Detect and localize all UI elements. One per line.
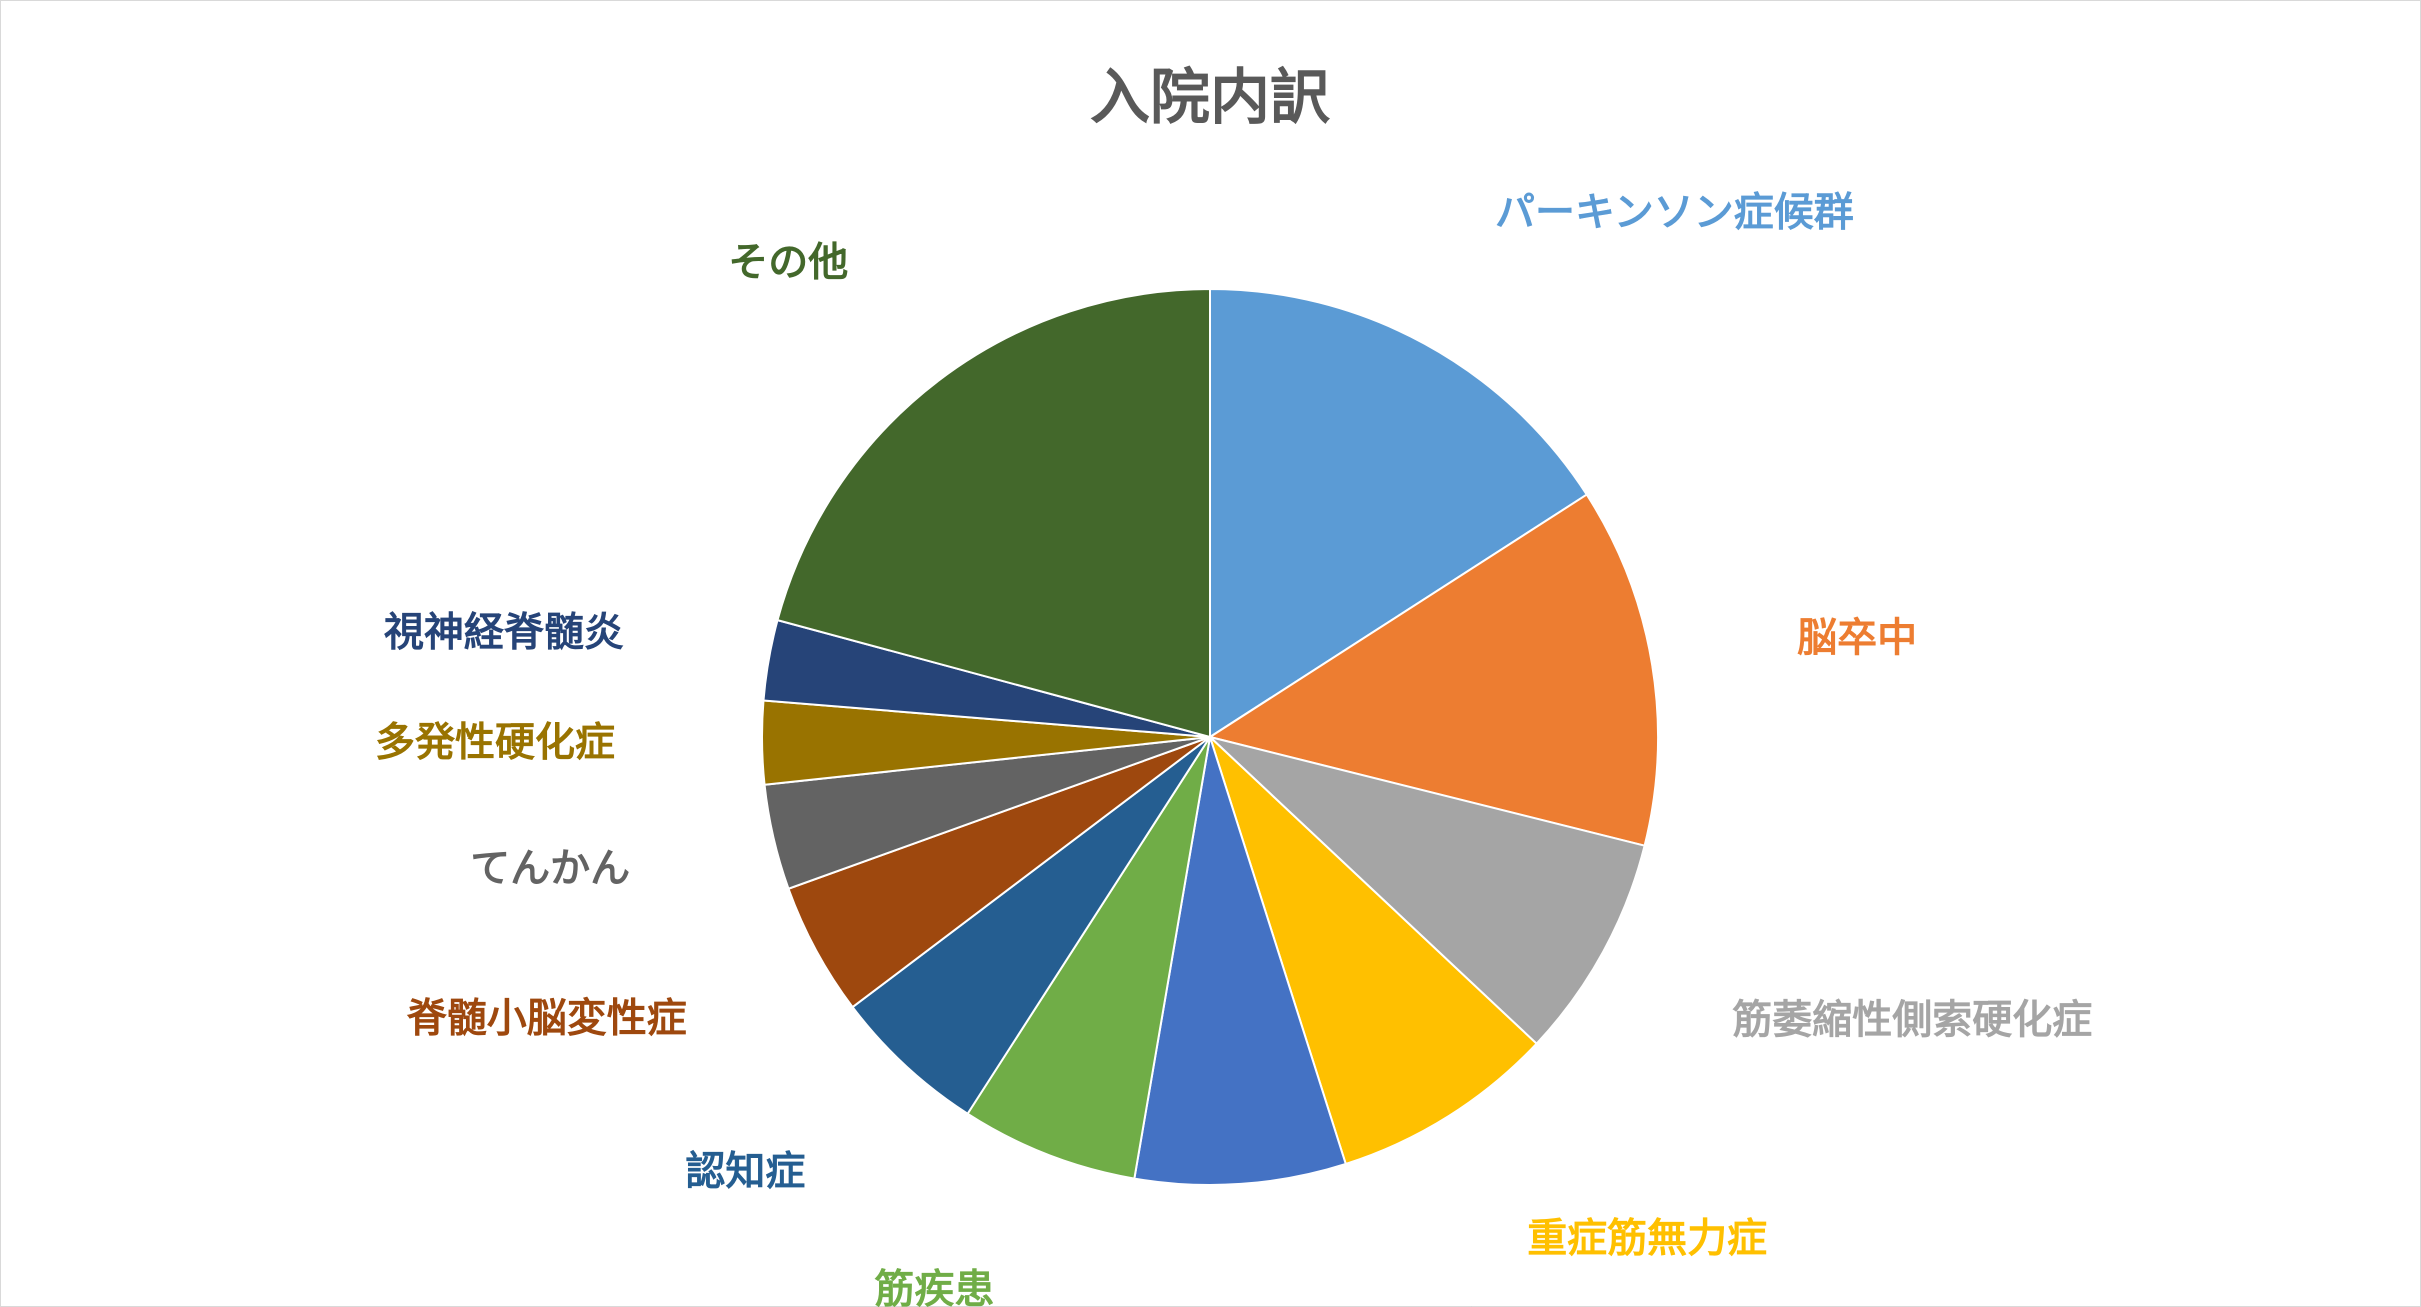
slice-label: 認知症 [685,1148,805,1194]
pie-slice [1209,287,1589,739]
pie-slice [1207,733,1538,1166]
slice-label: 脊髄小脳変性症 [407,995,687,1041]
slice-label: その他 [728,240,848,286]
pie-slice [1206,735,1646,1046]
slice-label: 多発性硬化症 [375,720,615,766]
slice-label: 末梢神経障害 [1251,1306,1491,1307]
pie-slices [761,287,1659,1186]
pie-slice [966,736,1211,1180]
slice-label: 筋萎縮性側索硬化症 [1732,997,2092,1043]
slice-label: 脳卒中 [1797,615,1917,661]
slice-label: 重症筋無力症 [1527,1215,1767,1261]
slice-label: 視神経脊髄炎 [384,610,624,656]
pie-slice [851,736,1211,1116]
pie-slice [776,287,1211,739]
slice-label: パーキンソン症候群 [1495,190,1854,236]
slice-label: 筋疾患 [874,1267,994,1307]
pie-slice [1133,736,1348,1186]
chart-title: 入院内訳 [1090,63,1331,133]
pie-slice [1207,493,1659,847]
slice-label: てんかん [470,845,630,891]
pie-labels: パーキンソン症候群脳卒中筋萎縮性側索硬化症重症筋無力症末梢神経障害 筋疾患 認知症 脊… [375,190,2092,1307]
